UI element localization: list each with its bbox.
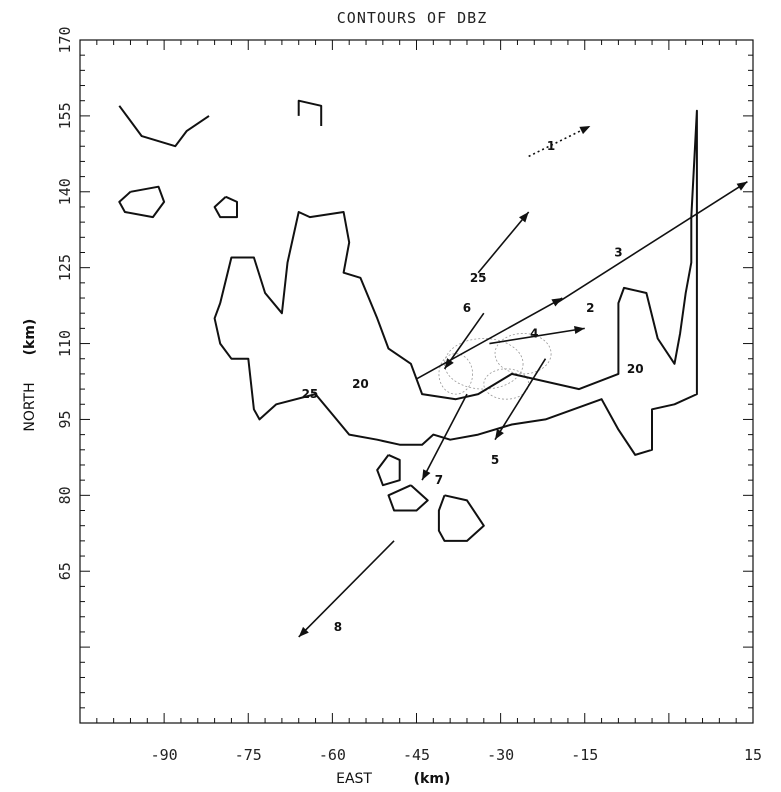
vector-label-7: 7	[435, 473, 443, 487]
motion-vector-4	[489, 327, 585, 345]
y-tick-label: 95	[56, 410, 74, 428]
contour-line-20	[213, 195, 238, 219]
vector-label-2: 2	[586, 301, 594, 315]
y-tick-label: 125	[56, 254, 74, 281]
contour-label: 20	[352, 377, 369, 391]
motion-vector-2	[416, 297, 563, 380]
vector-label-3: 3	[614, 245, 622, 259]
contour-label: 25	[302, 387, 319, 401]
y-tick-label: 140	[56, 178, 74, 205]
arrowhead	[736, 181, 748, 191]
contour-line-20	[437, 494, 485, 542]
vector-label-1: 1	[547, 139, 555, 153]
x-tick-label: -30	[487, 746, 514, 764]
motion-vector-7	[421, 393, 468, 481]
y-tick-labels: 65 80 95 110 125 140 155 170	[56, 26, 74, 580]
motion-vector-6	[443, 312, 485, 370]
contour-line-20	[387, 484, 429, 512]
y-tick-label: 65	[56, 562, 74, 580]
arrowhead	[495, 428, 504, 440]
arrowhead	[444, 358, 454, 369]
contour-labels: 25 20 25 20	[302, 271, 644, 401]
x-tick-label: 15	[744, 746, 762, 764]
contour-label: 20	[627, 362, 644, 376]
chart-title: CONTOURS OF DBZ	[337, 9, 487, 27]
contour-line-20	[297, 99, 323, 126]
contour-label: 25	[470, 271, 487, 285]
arrowhead	[518, 212, 529, 223]
x-tick-label: -90	[151, 746, 178, 764]
arrowhead	[574, 325, 585, 335]
x-tick-labels: -90 -75 -60 -45 -30 -15 15	[151, 746, 762, 764]
motion-vector-3	[556, 180, 748, 304]
core-ring	[483, 368, 530, 400]
y-axis-title: NORTH (km)	[22, 319, 38, 432]
axis-ticks	[79, 39, 754, 724]
contour-line-20	[376, 453, 401, 487]
y-tick-label: 110	[56, 330, 74, 357]
arrowhead	[422, 469, 431, 481]
core-ring	[438, 353, 473, 395]
x-axis-title: EAST (km)	[336, 771, 450, 787]
contour-line-20	[213, 109, 698, 456]
x-tick-label: -75	[235, 746, 262, 764]
y-axis-label: NORTH	[22, 382, 38, 431]
reflectivity-core-shading	[438, 333, 552, 400]
x-axis-unit: (km)	[414, 771, 451, 787]
core-ring	[494, 333, 552, 375]
vector-label-6: 6	[463, 301, 471, 315]
contour-line-20	[118, 185, 166, 219]
vector-label-8: 8	[334, 620, 342, 634]
x-tick-label: -60	[319, 746, 346, 764]
motion-vector-1	[528, 125, 591, 158]
motion-vectors: 1 2 3 4 5 6 7 8	[298, 125, 748, 638]
x-tick-label: -45	[403, 746, 430, 764]
y-tick-label: 80	[56, 486, 74, 504]
vector-label-5: 5	[491, 453, 499, 467]
contour-line-20	[118, 105, 210, 148]
x-axis-label: EAST	[336, 771, 372, 787]
arrowhead	[298, 626, 309, 637]
y-tick-label: 155	[56, 102, 74, 129]
core-ring	[444, 338, 524, 390]
y-tick-label: 170	[56, 26, 74, 53]
x-tick-label: -15	[571, 746, 598, 764]
vector-label-4: 4	[530, 326, 538, 340]
arrowhead	[579, 126, 591, 135]
contour-lines	[118, 99, 698, 542]
motion-vector-5	[494, 358, 547, 441]
motion-vector-8	[298, 540, 395, 638]
y-axis-unit: (km)	[22, 319, 38, 356]
motion-vector-1	[477, 211, 530, 274]
